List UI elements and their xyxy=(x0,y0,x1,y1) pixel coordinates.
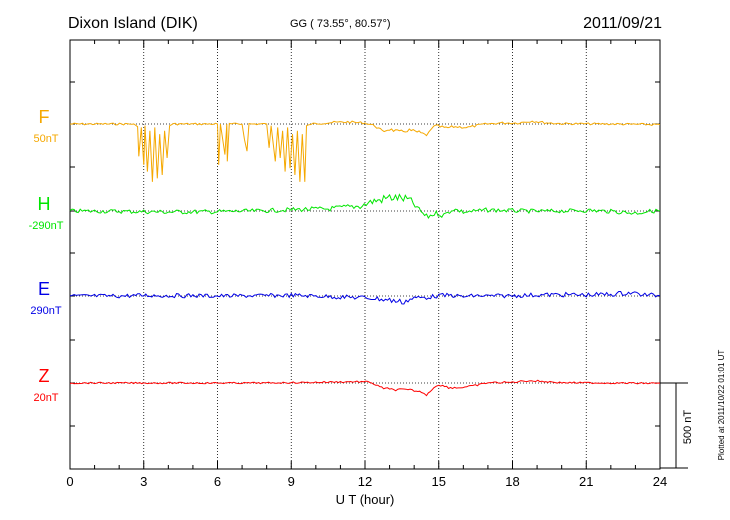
plot-frame xyxy=(69,39,661,470)
x-tick-labels: 0 3 6 9 12 15 18 21 24 xyxy=(66,474,667,489)
series-name-e: E xyxy=(38,279,50,299)
series-line-h xyxy=(69,193,661,219)
series-baseline-f: 50nT xyxy=(33,133,58,145)
axis-ticks xyxy=(69,40,661,469)
station-title: Dixon Island (DIK) xyxy=(68,15,198,32)
series-baseline-z: 20nT xyxy=(33,392,58,404)
x-tick-label: 3 xyxy=(140,474,147,489)
x-tick-label: 15 xyxy=(432,474,446,489)
series-labels: F 50nT H -290nT E 290nT Z 20nT xyxy=(29,107,64,404)
series-line-f xyxy=(69,120,661,182)
x-tick-label: 21 xyxy=(579,474,593,489)
series-baseline-h: -290nT xyxy=(29,220,64,232)
x-tick-label: 12 xyxy=(358,474,372,489)
coords-label: GG ( 73.55°, 80.57°) xyxy=(290,18,391,30)
series-baseline-e: 290nT xyxy=(30,305,61,317)
date-label: 2011/09/21 xyxy=(583,15,662,32)
series-layer xyxy=(69,120,661,397)
plotted-timestamp: Plotted at 2011/10/22 01:01 UT xyxy=(717,350,726,461)
series-line-e xyxy=(69,291,661,305)
series-name-f: F xyxy=(39,107,50,127)
scale-bar xyxy=(660,382,688,469)
series-name-z: Z xyxy=(39,366,50,386)
series-name-h: H xyxy=(38,194,51,214)
scale-label: 500 nT xyxy=(682,410,694,445)
x-tick-label: 6 xyxy=(214,474,221,489)
x-tick-label: 18 xyxy=(505,474,519,489)
x-tick-label: 9 xyxy=(288,474,295,489)
x-tick-label: 0 xyxy=(66,474,73,489)
series-line-z xyxy=(69,379,661,397)
x-axis-label: U T (hour) xyxy=(336,492,395,507)
grid xyxy=(70,40,660,469)
x-tick-label: 24 xyxy=(653,474,667,489)
